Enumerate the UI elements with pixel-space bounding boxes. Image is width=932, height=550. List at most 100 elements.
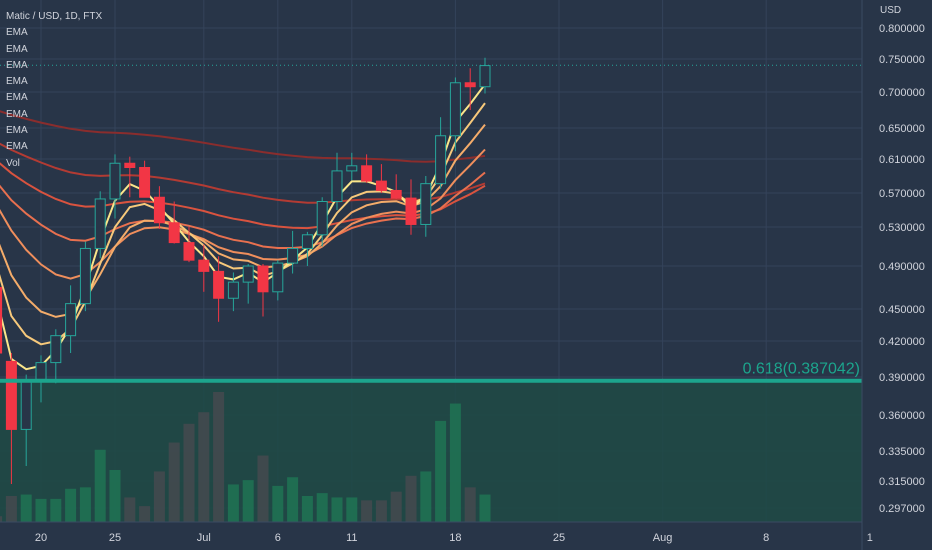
volume-bar — [65, 488, 77, 522]
volume-bar — [5, 496, 17, 522]
candle-body — [94, 198, 106, 249]
indicator-label[interactable]: EMA — [6, 43, 28, 55]
candle-body — [20, 379, 32, 430]
volume-bar — [109, 470, 121, 522]
candle-body — [79, 247, 91, 305]
candle-body — [405, 197, 417, 225]
candle-body — [65, 303, 77, 337]
volume-bar — [139, 506, 151, 522]
candle-body — [361, 165, 373, 182]
candle-body — [301, 234, 313, 249]
candle-body — [287, 247, 299, 264]
ema-line — [0, 171, 486, 249]
price-tick-label: 0.390000 — [879, 372, 925, 384]
candle-body — [168, 222, 180, 244]
candle-body — [257, 265, 269, 293]
candle-body — [213, 270, 225, 299]
price-tick-label: 0.297000 — [879, 503, 925, 515]
indicator-label[interactable]: EMA — [6, 76, 28, 88]
price-tick-label: 0.315000 — [879, 476, 925, 488]
volume-bar — [449, 403, 461, 522]
volume-bar — [390, 491, 402, 522]
candle-body — [449, 82, 461, 137]
indicator-label[interactable]: EMA — [6, 27, 28, 39]
candle-body — [272, 262, 284, 293]
currency-label[interactable]: USD — [880, 5, 902, 16]
ema-line — [0, 162, 486, 230]
price-tick-label: 0.700000 — [879, 87, 925, 99]
volume-bar — [361, 500, 373, 522]
symbol-label[interactable]: Matic / USD, 1D, FTX — [6, 11, 103, 22]
volume-bar — [316, 493, 328, 522]
candle-body — [109, 162, 121, 200]
candle-body — [464, 82, 476, 88]
indicator-label[interactable]: EMA — [6, 108, 28, 120]
candle-body — [5, 360, 17, 430]
date-tick-label: 8 — [763, 532, 769, 544]
date-tick-label: 25 — [109, 532, 121, 544]
price-tick-label: 0.530000 — [879, 222, 925, 234]
indicator-label[interactable]: EMA — [6, 141, 28, 153]
date-tick-label: 20 — [35, 532, 47, 544]
indicator-label[interactable]: EMA — [6, 125, 28, 137]
volume-bar — [94, 449, 106, 522]
candle-body — [0, 287, 3, 354]
volume-bar — [375, 500, 387, 522]
candle-body — [124, 162, 136, 168]
candle-body — [198, 259, 210, 272]
candle-body — [227, 281, 239, 299]
indicator-label[interactable]: EMA — [6, 92, 28, 104]
volume-bar — [405, 475, 417, 522]
candle-body — [479, 65, 491, 88]
volume-bar — [0, 516, 3, 522]
legend: Matic / USD, 1D, FTX EMA EMA EMA EMA EMA… — [6, 9, 102, 172]
price-tick-label: 0.750000 — [879, 54, 925, 66]
volume-bar — [331, 497, 343, 522]
volume-bar — [464, 487, 476, 522]
candle-body — [316, 201, 328, 236]
fib-label: 0.618(0.387042) — [743, 361, 860, 378]
price-tick-label: 0.570000 — [879, 188, 925, 200]
candle-body — [375, 180, 387, 191]
price-tick-label: 0.610000 — [879, 154, 925, 166]
volume-bar — [35, 498, 47, 522]
ema-line — [0, 110, 486, 163]
price-tick-label: 0.800000 — [879, 23, 925, 35]
date-tick-label: Jul — [197, 532, 211, 544]
candle-body — [346, 165, 358, 172]
price-axis-panel — [862, 0, 932, 550]
date-tick-label: 18 — [449, 532, 461, 544]
candle-body — [153, 196, 165, 224]
indicator-label[interactable]: Vol — [6, 157, 20, 169]
ema-line — [0, 83, 486, 371]
candles — [0, 57, 491, 484]
date-tick-label: 11 — [346, 532, 357, 544]
price-tick-label: 0.450000 — [879, 304, 925, 316]
price-tick-label: 0.490000 — [879, 261, 925, 273]
volume-bar — [183, 423, 195, 522]
volume-bar — [198, 412, 210, 522]
candle-body — [183, 242, 195, 261]
volume-bar — [153, 471, 165, 522]
candle-body — [35, 362, 47, 381]
price-tick-label: 0.420000 — [879, 336, 925, 348]
candle-body — [331, 170, 343, 202]
candle-body — [139, 167, 151, 198]
date-tick-label: 1 — [867, 532, 873, 544]
candle-body — [390, 189, 402, 199]
price-tick-label: 0.335000 — [879, 446, 925, 458]
volume-bar — [168, 442, 180, 522]
volume-bar — [242, 480, 254, 522]
volume-bar — [346, 497, 358, 522]
date-tick-label: Aug — [653, 532, 673, 544]
price-axis: 0.800000 0.750000 0.700000 0.650000 0.610000… — [879, 23, 925, 515]
candle-body — [242, 265, 254, 283]
volume-bars — [0, 392, 491, 522]
indicator-label[interactable]: EMA — [6, 59, 28, 71]
volume-bar — [124, 497, 136, 522]
volume-bar — [213, 392, 225, 522]
volume-bar — [20, 494, 32, 522]
ema-lines — [0, 83, 486, 371]
candle-body — [50, 335, 62, 364]
